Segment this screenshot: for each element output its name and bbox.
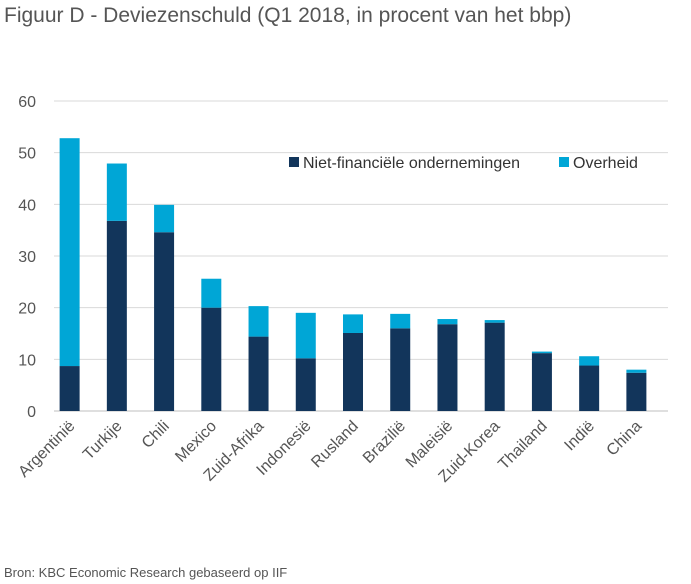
- bar-niet-financiele-ondernemingen: [579, 365, 600, 411]
- y-tick-label: 30: [18, 249, 36, 266]
- bar-overheid: [106, 163, 127, 221]
- y-axis: 0 10 20 30 40 50 60: [18, 94, 36, 421]
- legend: Niet-financiële ondernemingen Overheid: [289, 155, 638, 172]
- legend-label: Niet-financiële ondernemingen: [303, 155, 520, 172]
- y-tick-label: 0: [27, 404, 36, 421]
- bar-niet-financiele-ondernemingen: [437, 324, 458, 411]
- x-axis-labels: Argentinië Turkije Chili MexicoZuid-AfrikaI…: [15, 418, 645, 486]
- bar-overheid: [484, 320, 505, 323]
- x-category-label: China: [604, 418, 646, 460]
- y-tick-label: 50: [18, 146, 36, 163]
- legend-swatch: [289, 157, 299, 167]
- source-note: Bron: KBC Economic Research gebaseerd op…: [4, 565, 288, 580]
- bar-niet-financiele-ondernemingen: [106, 220, 127, 411]
- bar-niet-financiele-ondernemingen: [626, 372, 647, 411]
- bar-overheid: [343, 314, 363, 333]
- bar-niet-financiele-ondernemingen: [343, 332, 363, 411]
- bar-overheid: [437, 319, 458, 325]
- bar-overheid: [531, 351, 552, 354]
- legend-swatch: [559, 157, 569, 167]
- x-category-label: Argentinië: [15, 418, 78, 481]
- bar-niet-financiele-ondernemingen: [248, 336, 269, 411]
- bar-niet-financiele-ondernemingen: [295, 358, 316, 411]
- x-category-label: Thailand: [495, 418, 550, 473]
- bar-niet-financiele-ondernemingen: [59, 366, 80, 411]
- legend-label: Overheid: [573, 155, 638, 172]
- bar-overheid: [59, 138, 80, 367]
- x-category-label: Turkije: [80, 418, 126, 464]
- bar-overheid: [248, 306, 269, 337]
- bar-overheid: [390, 313, 411, 329]
- x-category-label: Chili: [139, 418, 173, 452]
- bar-niet-financiele-ondernemingen: [201, 307, 222, 411]
- x-category-label: Rusland: [308, 418, 362, 472]
- bars: [59, 138, 647, 411]
- x-category-label: Mexico: [172, 418, 220, 466]
- chart-title: Figuur D - Deviezenschuld (Q1 2018, in p…: [4, 4, 572, 27]
- bar-overheid: [154, 204, 175, 233]
- y-tick-label: 40: [18, 197, 36, 214]
- bar-niet-financiele-ondernemingen: [390, 328, 411, 411]
- bar-niet-financiele-ondernemingen: [484, 322, 505, 411]
- y-tick-label: 10: [18, 352, 36, 369]
- bar-overheid: [201, 278, 222, 308]
- y-tick-label: 60: [18, 94, 36, 111]
- bar-niet-financiele-ondernemingen: [531, 353, 552, 411]
- bar-overheid: [626, 369, 647, 373]
- bar-niet-financiele-ondernemingen: [154, 232, 175, 411]
- x-category-label: Indië: [561, 418, 598, 455]
- y-tick-label: 20: [18, 301, 36, 318]
- bar-overheid: [295, 312, 316, 359]
- bar-overheid: [579, 356, 600, 366]
